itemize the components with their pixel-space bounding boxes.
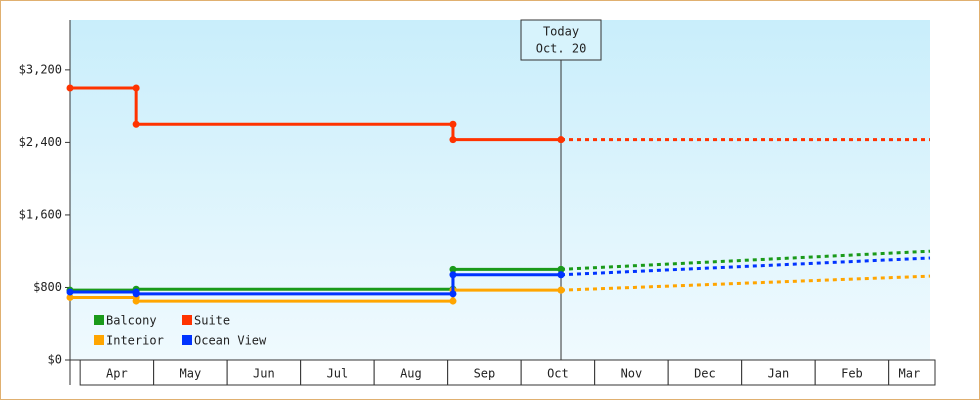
y-tick-label: $2,400: [19, 135, 62, 149]
data-point: [132, 120, 140, 128]
data-point: [66, 84, 74, 92]
step-point: [449, 297, 457, 305]
data-point: [449, 136, 457, 144]
x-tick-label: Aug: [400, 367, 422, 381]
x-tick-box: [888, 359, 936, 386]
series-line: [70, 267, 562, 292]
x-tick-label: Sep: [474, 367, 496, 381]
x-tick-box: [594, 359, 669, 386]
legend-label: Suite: [194, 314, 230, 328]
legend-swatch: [182, 335, 192, 345]
y-tick-label: $0: [48, 353, 62, 367]
x-tick-label: Oct: [547, 367, 569, 381]
series-line: [70, 273, 562, 296]
data-point: [66, 288, 74, 296]
series-line: [70, 86, 562, 142]
x-tick-label: Jul: [327, 367, 349, 381]
forecast-line: [560, 249, 931, 271]
y-tick-label: $3,200: [19, 62, 62, 76]
legend-swatch: [182, 315, 192, 325]
forecast-line: [560, 274, 931, 292]
x-tick-label: Feb: [841, 367, 863, 381]
y-tick-label: $800: [33, 280, 62, 294]
x-tick-label: Mar: [899, 367, 921, 381]
data-point: [557, 265, 565, 273]
legend-label: Balcony: [106, 314, 157, 328]
legend-swatch: [94, 315, 104, 325]
forecast-line: [560, 256, 931, 277]
legend-swatch: [94, 335, 104, 345]
plot-area: [70, 20, 930, 360]
step-point: [449, 290, 457, 298]
y-tick-label: $1,600: [19, 207, 62, 221]
legend-label: Interior: [106, 334, 164, 348]
today-label: Today: [543, 25, 579, 39]
data-point: [132, 290, 140, 298]
data-point: [557, 286, 565, 294]
data-point: [449, 265, 457, 273]
step-point: [132, 84, 140, 92]
step-point: [449, 120, 457, 128]
x-tick-label: Jun: [253, 367, 275, 381]
data-point: [66, 293, 74, 301]
x-tick-label: Nov: [621, 367, 643, 381]
x-tick-label: May: [180, 367, 202, 381]
series-line: [70, 288, 562, 303]
data-point: [132, 297, 140, 305]
x-tick-label: Jan: [768, 367, 790, 381]
data-point: [557, 271, 565, 279]
today-box: [520, 19, 602, 61]
x-tick-label: Apr: [106, 367, 128, 381]
x-tick-label: Dec: [694, 367, 716, 381]
legend-label: Ocean View: [194, 334, 267, 348]
data-point: [557, 136, 565, 144]
today-label: Oct. 20: [536, 42, 587, 56]
data-point: [449, 271, 457, 279]
